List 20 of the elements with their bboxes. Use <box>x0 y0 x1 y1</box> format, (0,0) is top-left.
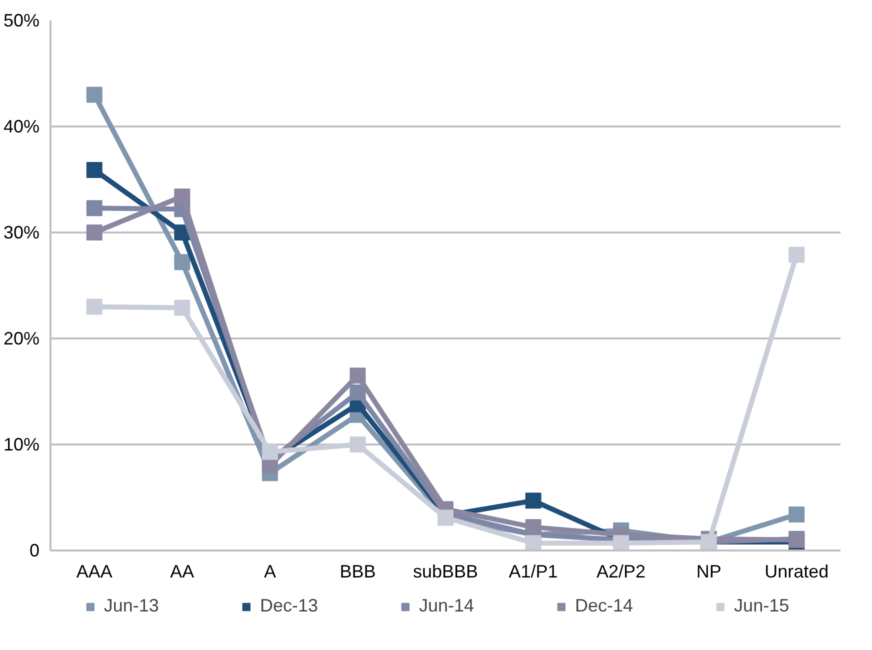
x-tick-label: AAA <box>76 562 112 582</box>
x-tick-label: A1/P1 <box>508 562 558 582</box>
y-tick-label: 50% <box>3 10 40 30</box>
legend-label: Dec-13 <box>260 596 318 616</box>
y-tick-label: 10% <box>3 434 40 454</box>
legend-label: Jun-15 <box>734 596 790 616</box>
y-tick-label: 20% <box>3 328 40 348</box>
x-tick-label: A <box>264 562 276 582</box>
legend-label: Dec-14 <box>575 596 634 616</box>
x-tick-label: AA <box>170 562 194 582</box>
x-tick-label: NP <box>696 562 722 582</box>
x-tick-label: A2/P2 <box>596 562 646 582</box>
x-tick-label: Unrated <box>764 562 829 582</box>
y-tick-label: 0 <box>29 540 40 560</box>
y-tick-label: 30% <box>3 222 40 242</box>
x-tick-label: subBBB <box>412 562 478 582</box>
y-tick-label: 40% <box>3 116 40 136</box>
legend-label: Jun-14 <box>418 596 474 616</box>
x-tick-label: BBB <box>340 562 376 582</box>
legend-label: Jun-13 <box>104 596 159 616</box>
